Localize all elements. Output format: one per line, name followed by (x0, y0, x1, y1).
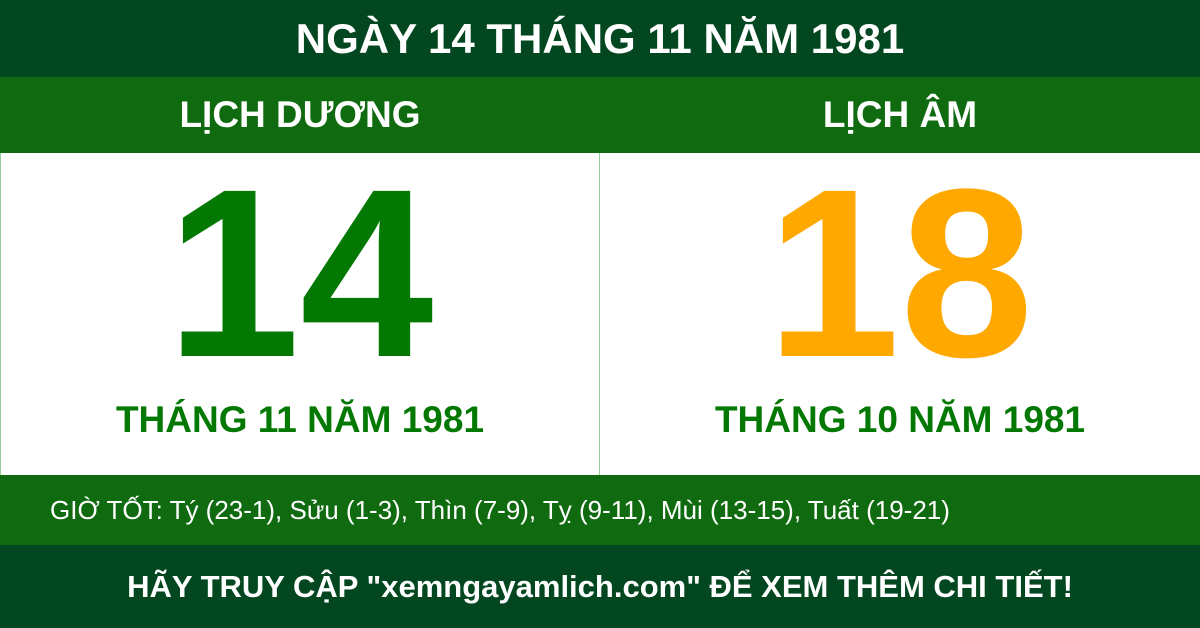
lunar-heading: LỊCH ÂM (822, 94, 978, 135)
lunar-month-year: THÁNG 10 NĂM 1981 (714, 399, 1086, 440)
good-hours: GIỜ TỐT: Tý (23-1), Sửu (1-3), Thìn (7-9… (0, 475, 1200, 545)
solar-heading: LỊCH DƯƠNG (179, 94, 421, 135)
calendar-body: 14 THÁNG 11 NĂM 1981 18 THÁNG 10 NĂM 198… (0, 153, 1200, 475)
calendar-headings: LỊCH DƯƠNG LỊCH ÂM (0, 77, 1200, 153)
footer-cta: HÃY TRUY CẬP "xemngayamlich.com" ĐỂ XEM … (0, 545, 1200, 628)
lunar-day: 18 (766, 139, 1034, 407)
lunar-column: 18 THÁNG 10 NĂM 1981 (600, 153, 1200, 475)
solar-day: 14 (166, 139, 434, 407)
page-title: NGÀY 14 THÁNG 11 NĂM 1981 (0, 0, 1200, 77)
solar-column: 14 THÁNG 11 NĂM 1981 (0, 153, 600, 475)
solar-month-year: THÁNG 11 NĂM 1981 (115, 399, 485, 440)
